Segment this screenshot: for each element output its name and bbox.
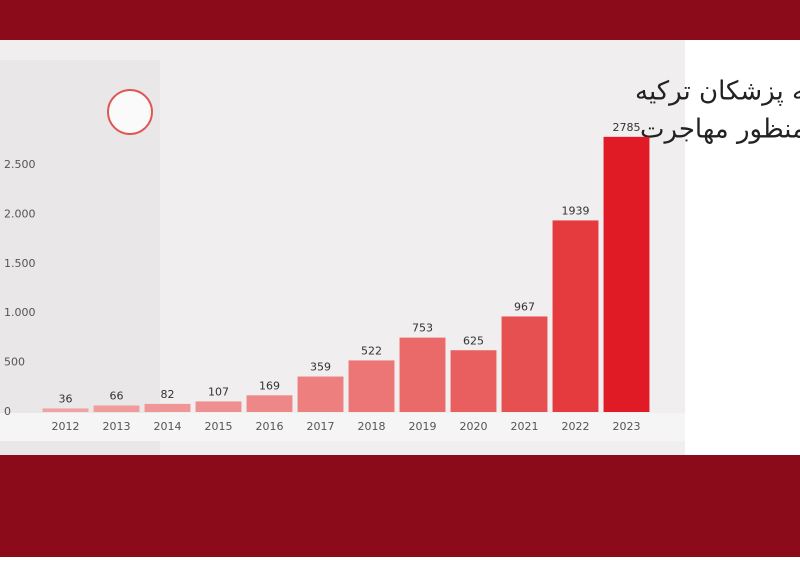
y-tick-label: 2.500 xyxy=(4,158,36,171)
bar xyxy=(195,401,242,412)
logo xyxy=(107,89,153,135)
value-label: 625 xyxy=(463,334,484,347)
bar xyxy=(42,408,89,412)
value-label: 107 xyxy=(208,385,229,398)
value-label: 169 xyxy=(259,379,280,392)
y-tick-label: 2.000 xyxy=(4,207,36,220)
x-tick-label: 2019 xyxy=(409,420,437,433)
bar xyxy=(246,395,293,412)
x-tick-label: 2014 xyxy=(154,420,182,433)
x-tick-label: 2017 xyxy=(307,420,335,433)
top-band xyxy=(0,0,800,40)
x-tick-label: 2020 xyxy=(460,420,488,433)
value-label: 359 xyxy=(310,361,331,374)
value-label: 36 xyxy=(59,392,73,405)
value-label: 753 xyxy=(412,322,433,335)
chart-title: درخواست سالانه پزشکان ترکیه xyxy=(635,77,800,107)
axis-band xyxy=(0,413,685,441)
value-label: 82 xyxy=(161,388,175,401)
x-tick-label: 2012 xyxy=(52,420,80,433)
x-tick-label: 2015 xyxy=(205,420,233,433)
value-label: 522 xyxy=(361,344,382,357)
y-tick-label: 1.000 xyxy=(4,306,36,319)
chart-subtitle: برای صدور مجوز رضایت شغلی به منظور مهاجر… xyxy=(640,115,800,145)
bar xyxy=(450,350,497,412)
y-tick-label: 0 xyxy=(4,405,11,418)
bar xyxy=(93,405,140,412)
x-tick-label: 2018 xyxy=(358,420,386,433)
x-tick-label: 2013 xyxy=(103,420,131,433)
y-tick-label: 1.500 xyxy=(4,257,36,270)
value-label: 967 xyxy=(514,300,535,313)
bar xyxy=(603,136,650,413)
x-tick-label: 2016 xyxy=(256,420,284,433)
bar xyxy=(297,376,344,412)
bar xyxy=(501,316,548,412)
value-label: 2785 xyxy=(613,121,641,134)
value-label: 1939 xyxy=(562,204,590,217)
y-tick-label: 500 xyxy=(4,356,25,369)
bar xyxy=(348,360,395,412)
value-label: 66 xyxy=(110,389,124,402)
bar xyxy=(144,403,191,412)
x-tick-label: 2022 xyxy=(562,420,590,433)
x-tick-label: 2023 xyxy=(613,420,641,433)
bottom-band xyxy=(0,455,800,557)
bar xyxy=(552,220,599,412)
x-tick-label: 2021 xyxy=(511,420,539,433)
bar xyxy=(399,337,446,412)
